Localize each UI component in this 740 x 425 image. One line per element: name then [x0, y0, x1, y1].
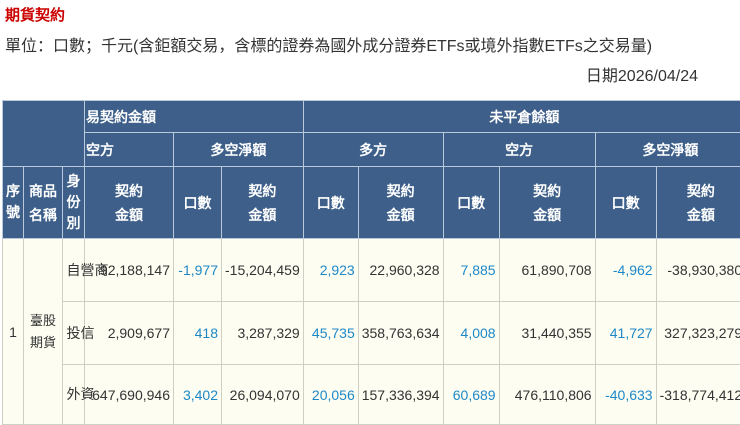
trade-net-amount: 26,094,070 — [222, 365, 304, 425]
header-oi-long-lots: 口數 — [303, 167, 358, 239]
table-row-dealer: 1 臺股期貨 自營商 92,188,147 -1,977 -15,204,459… — [3, 239, 740, 302]
oi-net-amount: -38,930,380 — [656, 239, 740, 302]
table-row-investment-trust: 投信 2,909,677 418 3,287,329 45,735 358,76… — [3, 302, 740, 365]
oi-long-amount: 22,960,328 — [358, 239, 443, 302]
oi-net-lots: 41,727 — [595, 302, 656, 365]
header-oi-net-lots: 口數 — [595, 167, 656, 239]
seq-cell: 1 — [3, 239, 24, 425]
table-row-foreign: 外資 647,690,946 3,402 26,094,070 20,056 1… — [3, 365, 740, 425]
oi-short-lots: 60,689 — [443, 365, 499, 425]
identity-cell: 外資 — [67, 384, 81, 405]
oi-short-amount: 61,890,708 — [499, 239, 595, 302]
header-blank — [3, 101, 85, 167]
header-open-interest: 未平倉餘額 — [303, 101, 740, 133]
header-seq: 序號 — [6, 181, 20, 223]
header-oi-short-lots: 口數 — [443, 167, 499, 239]
trade-net-lots: 3,402 — [174, 365, 222, 425]
header-product: 商品名稱 — [29, 179, 57, 227]
oi-net-amount: -318,774,412 — [656, 365, 740, 425]
product-name-cell: 臺股期貨 — [24, 239, 63, 425]
oi-short-lots: 7,885 — [443, 239, 499, 302]
header-oi-long: 多方 — [303, 133, 443, 167]
oi-long-amount: 358,763,634 — [358, 302, 443, 365]
futures-institutional-table: 易契約金額 未平倉餘額 空方 多空淨額 多方 空方 多空淨額 序號 商品名稱 身… — [2, 100, 740, 425]
oi-net-amount: 327,323,279 — [656, 302, 740, 365]
header-oi-short: 空方 — [443, 133, 595, 167]
header-trade-net: 多空淨額 — [174, 133, 304, 167]
trade-net-amount: -15,204,459 — [222, 239, 304, 302]
oi-long-lots: 20,056 — [303, 365, 358, 425]
header-oi-net: 多空淨額 — [595, 133, 740, 167]
report-date: 日期2026/04/24 — [586, 66, 698, 88]
header-oi-net-amount: 契約金額 — [687, 179, 715, 227]
oi-short-amount: 31,440,355 — [499, 302, 595, 365]
header-trade-short-amount: 契約金額 — [115, 179, 143, 227]
trade-short-amount: 2,909,677 — [85, 302, 174, 365]
page-title: 期貨契約 — [5, 6, 65, 26]
header-row-1: 易契約金額 未平倉餘額 — [3, 101, 740, 133]
header-identity: 身份別 — [67, 171, 81, 234]
oi-long-amount: 157,336,394 — [358, 365, 443, 425]
oi-net-lots: -40,633 — [595, 365, 656, 425]
trade-short-amount: 647,690,946 — [85, 365, 174, 425]
oi-short-amount: 476,110,806 — [499, 365, 595, 425]
oi-long-lots: 2,923 — [303, 239, 358, 302]
identity-cell: 自營商 — [67, 260, 81, 281]
identity-cell: 投信 — [67, 323, 81, 344]
futures-table-container[interactable]: 易契約金額 未平倉餘額 空方 多空淨額 多方 空方 多空淨額 序號 商品名稱 身… — [2, 100, 740, 425]
trade-net-lots: -1,977 — [174, 239, 222, 302]
oi-short-lots: 4,008 — [443, 302, 499, 365]
header-trade-net-lots: 口數 — [174, 167, 222, 239]
unit-note: 單位：口數；千元(含鉅額交易，含標的證券為國外成分證券ETFs或境外指數ETFs… — [5, 36, 652, 58]
trade-net-lots: 418 — [174, 302, 222, 365]
header-trade-net-amount: 契約金額 — [248, 179, 276, 227]
oi-net-lots: -4,962 — [595, 239, 656, 302]
trade-net-amount: 3,287,329 — [222, 302, 304, 365]
oi-long-lots: 45,735 — [303, 302, 358, 365]
header-oi-short-amount: 契約金額 — [533, 179, 561, 227]
header-oi-long-amount: 契約金額 — [387, 179, 415, 227]
header-trade-short: 空方 — [85, 133, 174, 167]
header-row-2: 空方 多空淨額 多方 空方 多空淨額 — [3, 133, 740, 167]
header-trade-amount: 易契約金額 — [85, 101, 304, 133]
header-row-3: 序號 商品名稱 身份別 契約金額 口數 契約金額 口數 契約金額 口數 契約金額… — [3, 167, 740, 239]
